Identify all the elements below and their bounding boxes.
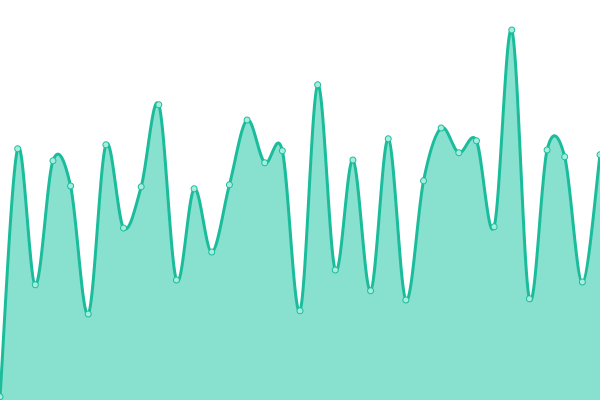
data-point	[314, 81, 322, 89]
data-point	[367, 287, 375, 295]
data-point	[402, 296, 410, 304]
data-point	[472, 137, 480, 145]
data-point	[120, 224, 128, 232]
data-point	[49, 157, 57, 165]
data-point	[31, 281, 39, 289]
data-point	[384, 135, 392, 143]
data-point	[155, 101, 163, 109]
data-point	[137, 183, 145, 191]
data-point	[543, 146, 551, 154]
data-point	[596, 151, 600, 159]
data-point	[296, 307, 304, 315]
data-point	[278, 147, 286, 155]
data-point	[420, 177, 428, 185]
data-point	[0, 393, 4, 400]
data-point	[437, 124, 445, 132]
series-line	[0, 28, 600, 397]
data-point	[208, 248, 216, 256]
data-point	[261, 159, 269, 167]
data-point	[508, 26, 516, 34]
data-point	[102, 141, 110, 149]
data-points	[0, 26, 600, 400]
data-point	[243, 116, 251, 124]
data-point	[525, 295, 533, 303]
data-point	[455, 149, 463, 157]
data-point	[172, 276, 180, 284]
data-point	[225, 181, 233, 189]
data-point	[84, 310, 92, 318]
data-point	[578, 278, 586, 286]
data-point	[490, 223, 498, 231]
data-point	[331, 266, 339, 274]
data-point	[349, 156, 357, 164]
data-point	[561, 153, 569, 161]
data-point	[190, 185, 198, 193]
area-fill	[0, 29, 600, 400]
data-point	[14, 145, 22, 153]
data-point	[67, 182, 75, 190]
